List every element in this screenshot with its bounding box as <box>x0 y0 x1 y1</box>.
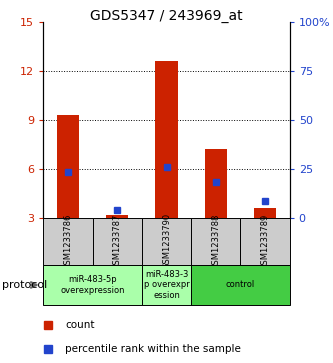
Bar <box>240 218 290 265</box>
Bar <box>57 115 79 218</box>
Text: GDS5347 / 243969_at: GDS5347 / 243969_at <box>90 9 243 23</box>
Text: count: count <box>66 321 95 330</box>
Text: GSM1233789: GSM1233789 <box>260 213 270 269</box>
Text: GSM1233786: GSM1233786 <box>63 213 73 270</box>
Bar <box>142 265 191 305</box>
Text: miR-483-3
p overexpr
ession: miR-483-3 p overexpr ession <box>144 270 189 300</box>
Bar <box>191 218 240 265</box>
Bar <box>191 265 290 305</box>
Text: percentile rank within the sample: percentile rank within the sample <box>66 344 241 354</box>
Text: miR-483-5p
overexpression: miR-483-5p overexpression <box>60 275 125 295</box>
Bar <box>254 208 276 218</box>
Bar <box>142 218 191 265</box>
Bar <box>156 61 177 218</box>
Bar <box>43 265 142 305</box>
Bar <box>93 218 142 265</box>
Text: GSM1233787: GSM1233787 <box>113 213 122 270</box>
Text: GSM1233788: GSM1233788 <box>211 213 220 270</box>
Text: protocol: protocol <box>2 280 47 290</box>
Bar <box>205 149 227 218</box>
Text: control: control <box>226 281 255 289</box>
Text: GSM1233790: GSM1233790 <box>162 213 171 269</box>
Bar <box>106 215 128 218</box>
Bar <box>43 218 93 265</box>
